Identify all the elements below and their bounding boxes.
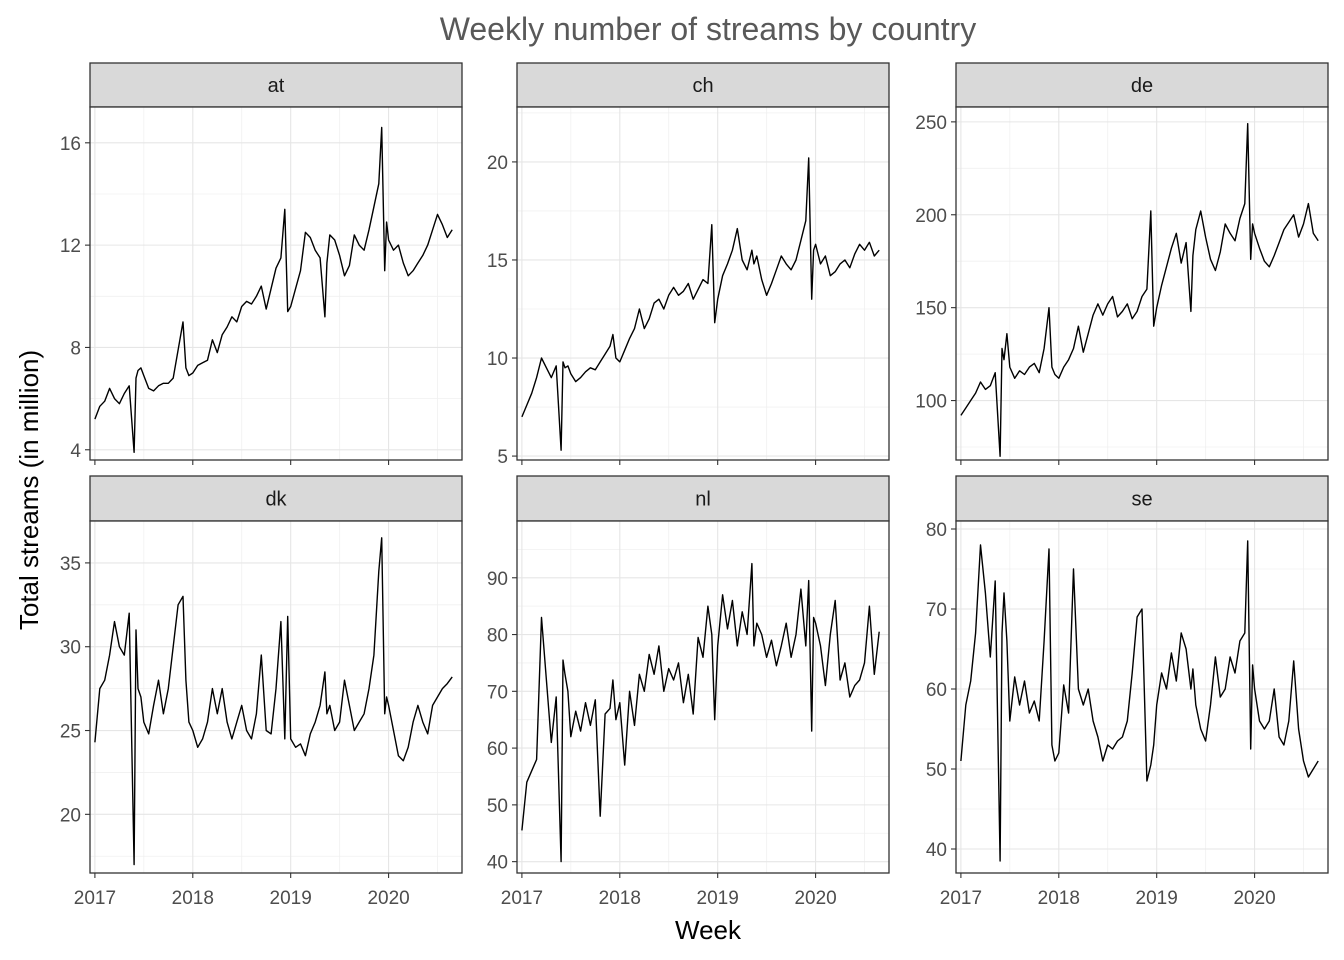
- x-tick-label: 2020: [794, 888, 836, 909]
- x-tick-label: 2019: [1136, 888, 1178, 909]
- y-tick-label: 80: [926, 520, 947, 541]
- y-tick-label: 40: [487, 853, 508, 874]
- y-tick-label: 8: [70, 338, 81, 359]
- y-tick-label: 50: [926, 760, 947, 781]
- x-tick-label: 2019: [697, 888, 739, 909]
- y-tick-label: 35: [60, 554, 81, 575]
- y-tick-label: 60: [926, 680, 947, 701]
- facet-nl: nl 40 50 60 70 80 90 2017 2018 2019 2020: [487, 476, 889, 909]
- y-tick-label: 25: [60, 722, 81, 743]
- y-tick-label: 20: [60, 805, 81, 826]
- facet-strip-label: ch: [692, 75, 713, 97]
- y-tick-label: 30: [60, 638, 81, 659]
- facet-panels: at 4 8 12 16 ch 5 10 15 20 de 100 150 200 250 dk 20 25 30 3…: [60, 63, 1328, 909]
- y-tick-label: 5: [497, 447, 508, 468]
- facet-dk: dk 20 25 30 35 2017 2018 2019 2020: [60, 476, 462, 909]
- panel-background: [517, 521, 889, 873]
- y-tick-label: 40: [926, 840, 947, 861]
- facet-ch: ch 5 10 15 20: [487, 63, 889, 468]
- x-tick-label: 2017: [501, 888, 543, 909]
- facet-strip-label: se: [1131, 489, 1152, 511]
- y-tick-label: 100: [915, 392, 947, 413]
- y-tick-label: 50: [487, 796, 508, 817]
- x-tick-label: 2018: [172, 888, 214, 909]
- y-tick-label: 4: [70, 441, 81, 462]
- y-tick-label: 80: [487, 626, 508, 647]
- y-tick-label: 10: [487, 349, 508, 370]
- y-tick-label: 90: [487, 569, 508, 590]
- y-tick-label: 250: [915, 113, 947, 134]
- facet-strip-label: nl: [695, 489, 711, 511]
- x-tick-label: 2017: [940, 888, 982, 909]
- y-tick-label: 15: [487, 251, 508, 272]
- x-tick-label: 2017: [74, 888, 116, 909]
- facet-strip-label: dk: [265, 489, 287, 511]
- panel-background: [90, 107, 462, 460]
- x-tick-label: 2020: [367, 888, 409, 909]
- x-tick-label: 2019: [270, 888, 312, 909]
- y-tick-label: 12: [60, 236, 81, 257]
- y-tick-label: 16: [60, 134, 81, 155]
- facet-se: se 40 50 60 70 80 2017 2018 2019 2020: [926, 476, 1328, 909]
- facet-at: at 4 8 12 16: [60, 63, 462, 465]
- facet-strip-label: at: [268, 75, 285, 97]
- y-tick-label: 150: [915, 299, 947, 320]
- y-tick-label: 20: [487, 153, 508, 174]
- chart-title: Weekly number of streams by country: [440, 11, 977, 47]
- y-axis-title: Total streams (in million): [14, 350, 44, 630]
- facet-de: de 100 150 200 250: [915, 63, 1328, 465]
- y-tick-label: 70: [487, 682, 508, 703]
- x-axis-title: Week: [675, 915, 742, 945]
- x-tick-label: 2018: [599, 888, 641, 909]
- panel-background: [90, 521, 462, 873]
- y-tick-label: 60: [487, 739, 508, 760]
- y-tick-label: 70: [926, 600, 947, 621]
- x-tick-label: 2020: [1233, 888, 1275, 909]
- facet-strip-label: de: [1131, 75, 1153, 97]
- x-tick-label: 2018: [1038, 888, 1080, 909]
- panel-background: [956, 107, 1328, 460]
- y-tick-label: 200: [915, 206, 947, 227]
